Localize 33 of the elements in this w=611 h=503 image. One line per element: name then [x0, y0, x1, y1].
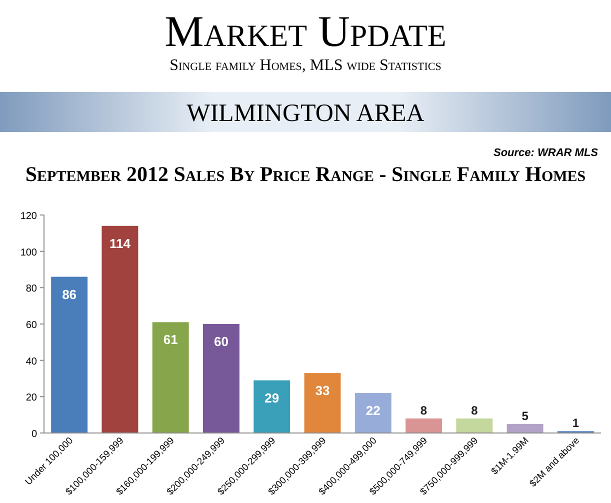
bar: [456, 418, 493, 433]
bar: [254, 380, 290, 433]
data-label: 114: [109, 236, 132, 251]
data-label: 33: [315, 383, 330, 398]
bar: [152, 322, 189, 433]
data-label: 8: [471, 403, 478, 418]
data-label: 5: [522, 408, 529, 423]
bar: [102, 226, 138, 433]
data-label: 86: [62, 286, 77, 302]
y-tick-label: 20: [26, 392, 38, 404]
y-tick-label: 40: [26, 356, 38, 368]
data-label: 22: [366, 403, 380, 418]
y-tick-label: 80: [26, 284, 38, 295]
text: WILMINGTON AREA: [186, 100, 424, 127]
bar: [304, 373, 341, 433]
source-note: Source: WRAR MLS: [494, 147, 599, 159]
data-label: 60: [214, 334, 228, 349]
data-label: 1: [572, 416, 580, 430]
y-tick-label: 100: [20, 247, 38, 258]
data-label: 61: [163, 332, 178, 348]
bar: [51, 276, 88, 433]
y-tick-label: 120: [20, 211, 38, 222]
chart-title: September 2012 Sales By Price Range - Single Family Homes: [25, 162, 586, 186]
bar: [406, 418, 442, 433]
data-label: 8: [420, 403, 428, 418]
data-label: 29: [264, 390, 280, 406]
y-tick-label: 0: [31, 429, 38, 440]
text: Single family Homes, MLS wide Statistics: [170, 57, 442, 74]
y-tick-label: 60: [26, 320, 38, 331]
bar: [354, 393, 392, 433]
bar: [506, 424, 544, 433]
bar: [203, 324, 240, 433]
text: Market Update: [164, 7, 446, 56]
